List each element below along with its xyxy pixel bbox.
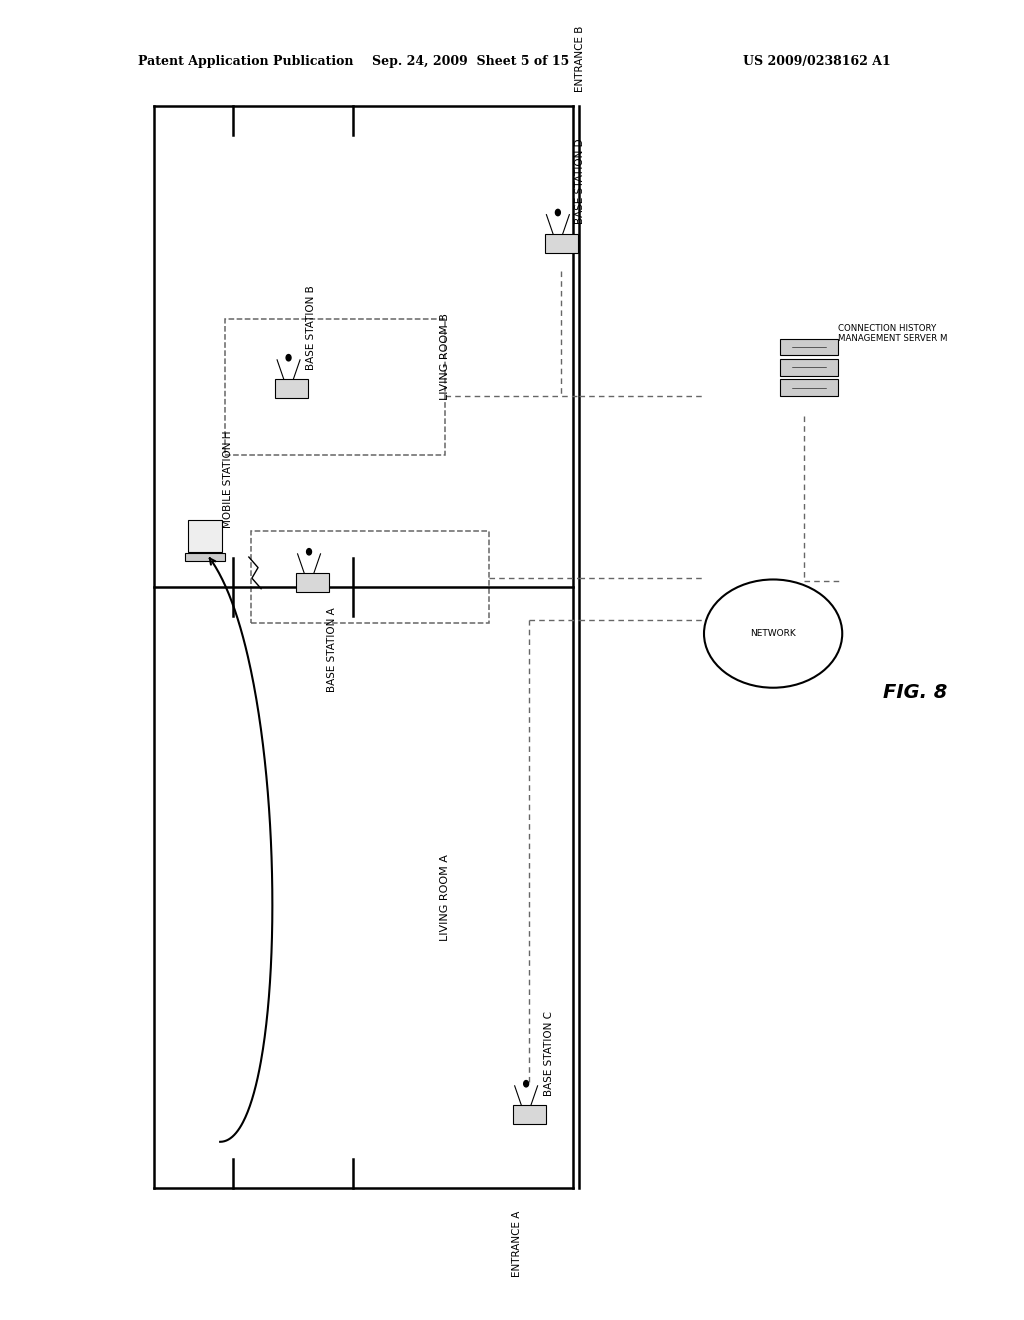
Bar xyxy=(780,379,838,396)
Text: MOBILE STATION H: MOBILE STATION H xyxy=(223,430,233,528)
FancyBboxPatch shape xyxy=(545,234,578,252)
Bar xyxy=(780,359,838,376)
Text: NETWORK: NETWORK xyxy=(751,630,796,638)
Text: ENTRANCE A: ENTRANCE A xyxy=(512,1210,522,1276)
Text: BASE STATION C: BASE STATION C xyxy=(544,1011,554,1096)
Text: Sep. 24, 2009  Sheet 5 of 15: Sep. 24, 2009 Sheet 5 of 15 xyxy=(373,55,569,69)
Circle shape xyxy=(286,355,291,360)
Circle shape xyxy=(306,549,311,554)
Text: FIG. 8: FIG. 8 xyxy=(883,684,947,702)
Bar xyxy=(225,319,445,455)
Text: CONNECTION HISTORY
MANAGEMENT SERVER M: CONNECTION HISTORY MANAGEMENT SERVER M xyxy=(838,323,947,343)
Bar xyxy=(251,531,489,623)
Ellipse shape xyxy=(705,579,842,688)
Text: LIVING ROOM A: LIVING ROOM A xyxy=(440,854,451,941)
Bar xyxy=(780,339,838,355)
Text: BASE STATION A: BASE STATION A xyxy=(327,607,337,692)
FancyBboxPatch shape xyxy=(296,573,329,591)
Text: Patent Application Publication: Patent Application Publication xyxy=(138,55,353,69)
Text: US 2009/0238162 A1: US 2009/0238162 A1 xyxy=(743,55,891,69)
Text: BASE STATION D: BASE STATION D xyxy=(575,139,586,224)
FancyBboxPatch shape xyxy=(188,520,221,552)
Text: LIVING ROOM B: LIVING ROOM B xyxy=(440,313,451,400)
FancyBboxPatch shape xyxy=(275,379,308,397)
Text: BASE STATION B: BASE STATION B xyxy=(306,285,316,370)
Text: ENTRANCE B: ENTRANCE B xyxy=(575,26,586,92)
Circle shape xyxy=(523,1081,528,1086)
Circle shape xyxy=(555,210,560,215)
FancyBboxPatch shape xyxy=(184,553,225,561)
FancyBboxPatch shape xyxy=(513,1105,546,1123)
